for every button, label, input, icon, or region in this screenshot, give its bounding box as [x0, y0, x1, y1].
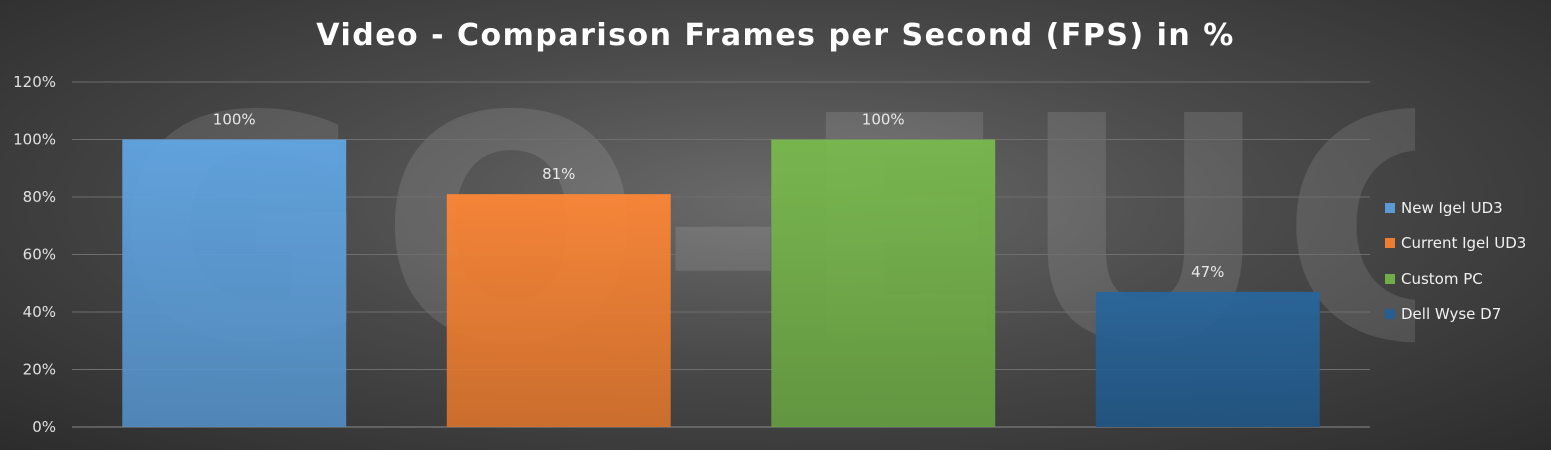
y-tick-label: 40% — [23, 303, 56, 321]
data-label: 100% — [213, 111, 256, 129]
y-tick-label: 60% — [23, 246, 56, 264]
y-tick-label: 100% — [13, 131, 56, 149]
legend-swatch — [1385, 309, 1395, 320]
y-tick-label: 120% — [13, 73, 56, 91]
bar — [1095, 291, 1320, 427]
data-label: 100% — [862, 111, 905, 129]
legend-label: Custom PC — [1401, 269, 1483, 288]
y-tick-label: 80% — [23, 188, 56, 206]
legend: New Igel UD3 Current Igel UD3 Custom PC … — [1385, 190, 1545, 332]
bar — [446, 194, 671, 427]
legend-item: Custom PC — [1385, 261, 1545, 297]
y-tick-label: 20% — [23, 361, 56, 379]
bar — [122, 139, 347, 427]
y-tick-label: 0% — [32, 418, 56, 436]
legend-item: Current Igel UD3 — [1385, 226, 1545, 262]
data-label: 81% — [542, 165, 575, 183]
legend-label: New Igel UD3 — [1401, 198, 1503, 217]
legend-label: Current Igel UD3 — [1401, 234, 1527, 253]
legend-item: Dell Wyse D7 — [1385, 297, 1545, 333]
legend-swatch — [1385, 202, 1395, 213]
legend-swatch — [1385, 238, 1395, 249]
legend-label: Dell Wyse D7 — [1401, 305, 1502, 324]
legend-swatch — [1385, 273, 1395, 284]
chart-title: Video - Comparison Frames per Second (FP… — [316, 18, 1235, 53]
bar — [771, 139, 996, 427]
legend-item: New Igel UD3 — [1385, 190, 1545, 226]
data-label: 47% — [1191, 263, 1224, 281]
